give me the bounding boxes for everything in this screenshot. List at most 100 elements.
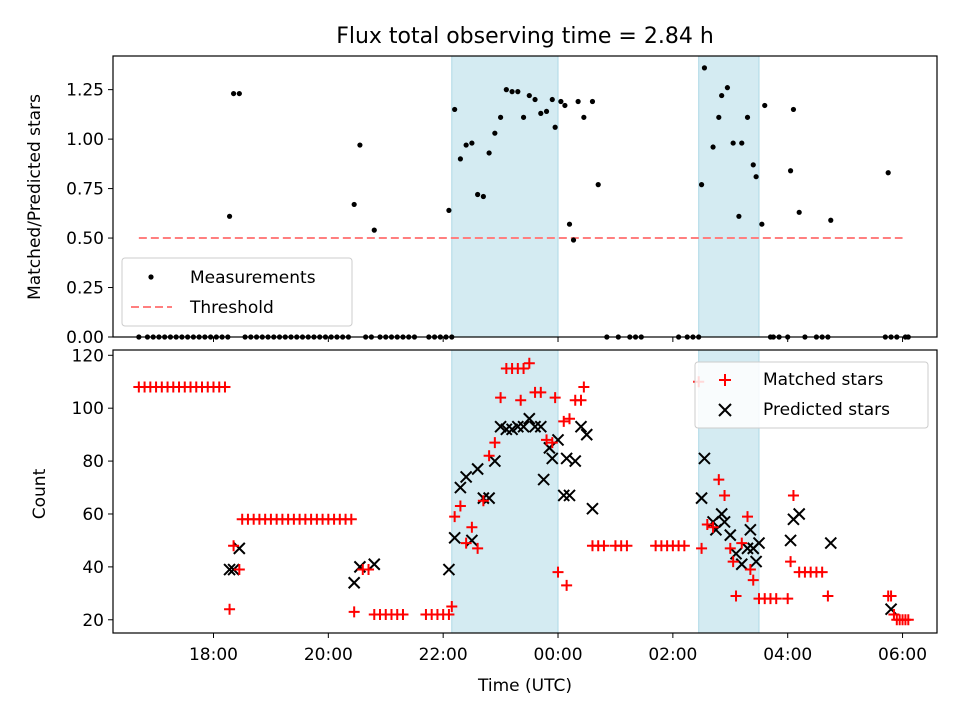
predicted-star-point xyxy=(223,563,236,576)
predicted-star-point xyxy=(454,481,467,494)
matched-star-point xyxy=(483,450,495,462)
count-plot-frame xyxy=(112,349,938,634)
ratio-panel: 0.00 0.25 0.50 0.75 1.00 1.25 Matched/Predict… xyxy=(25,55,938,348)
predicted-stars-points xyxy=(223,412,898,616)
measurement-point xyxy=(492,130,498,136)
ratio-legend-box xyxy=(121,257,353,327)
measurement-point xyxy=(750,162,756,168)
measurement-point xyxy=(475,191,481,198)
measurement-point xyxy=(532,96,538,103)
x-tick-label: 18:00 xyxy=(189,645,238,665)
predicted-star-point xyxy=(580,428,593,441)
observing-window-bands xyxy=(451,55,760,338)
matched-star-point xyxy=(578,381,590,393)
measurement-point xyxy=(730,140,736,146)
predicted-star-point xyxy=(517,420,530,433)
matched-star-point xyxy=(621,540,633,552)
count-x-axis-label: Time (UTC) xyxy=(477,676,572,696)
matched-star-point xyxy=(678,540,690,552)
matched-star-point xyxy=(446,601,458,613)
measurement-point xyxy=(701,65,708,71)
y-tick-label: 60 xyxy=(82,505,104,525)
measurement-point xyxy=(698,182,705,188)
x-tick-label: 00:00 xyxy=(534,645,583,665)
count-panel: 20 40 60 80 100 120 18:00 20:00 22:00 00:00 02:00… xyxy=(30,346,938,696)
measurement-point xyxy=(552,124,558,130)
predicted-star-point xyxy=(695,491,708,505)
predicted-star-point xyxy=(459,470,473,484)
predicted-star-point xyxy=(488,454,502,468)
y-tick-label: 80 xyxy=(82,452,104,472)
predicted-star-point xyxy=(442,563,456,576)
predicted-star-point xyxy=(735,558,748,571)
predicted-star-point xyxy=(511,420,525,433)
measurement-point xyxy=(790,106,797,113)
matched-star-point xyxy=(696,542,708,554)
ratio-legend: Measurements Threshold xyxy=(121,257,353,327)
matched-stars-points xyxy=(133,357,914,626)
measurement-point xyxy=(230,90,237,97)
predicted-star-point xyxy=(792,507,806,521)
x-tick-label: 20:00 xyxy=(304,645,353,665)
y-tick-label: 0.25 xyxy=(66,279,104,299)
matched-star-point xyxy=(443,608,455,620)
matched-star-point xyxy=(736,537,748,549)
matched-star-point xyxy=(546,437,558,449)
figure-title: Flux total observing time = 2.84 h xyxy=(336,24,714,49)
matched-star-point xyxy=(561,579,573,591)
x-tick-label: 02:00 xyxy=(648,645,697,665)
matched-star-point xyxy=(742,511,754,523)
x-tick-label: 04:00 xyxy=(763,645,812,665)
predicted-star-point xyxy=(749,555,763,568)
measurement-point xyxy=(549,96,555,103)
measurement-point xyxy=(570,237,577,243)
predicted-star-point xyxy=(500,423,513,436)
predicted-star-point xyxy=(347,576,361,589)
measurement-point xyxy=(753,174,759,180)
matched-star-point xyxy=(564,413,576,425)
y-tick-label: 100 xyxy=(72,399,104,419)
matched-star-point xyxy=(472,542,484,554)
predicted-star-point xyxy=(534,420,547,433)
ratio-plot-frame xyxy=(112,55,938,338)
matched-star-point xyxy=(558,415,570,427)
measurement-point xyxy=(558,98,564,105)
measurement-point xyxy=(736,213,742,219)
measurement-point xyxy=(724,85,731,91)
matched-star-point xyxy=(460,537,472,549)
predicted-star-point xyxy=(724,528,737,542)
measurement-point xyxy=(515,89,521,95)
predicted-star-point xyxy=(546,452,559,465)
count-x-axis-ticks: 18:00 20:00 22:00 00:00 02:00 04:00 06:00 xyxy=(189,633,927,665)
measurement-point xyxy=(744,114,751,120)
matched-star-point xyxy=(523,357,535,369)
y-tick-label: 0.50 xyxy=(66,229,104,249)
measurements-legend-label: Measurements xyxy=(190,268,316,288)
measurement-point xyxy=(520,114,527,120)
measurement-point xyxy=(503,87,509,93)
predicted-star-point xyxy=(824,536,837,550)
measurement-point xyxy=(452,106,458,113)
threshold-legend-label: Threshold xyxy=(189,298,274,318)
matched-legend-marker xyxy=(719,374,731,386)
matched-star-point xyxy=(345,513,357,525)
ratio-x-axis-ticks xyxy=(212,337,904,342)
y-tick-label: 0.75 xyxy=(66,180,104,200)
matched-star-point xyxy=(724,542,736,554)
matched-star-point xyxy=(219,381,231,393)
y-tick-label: 0.00 xyxy=(66,328,104,348)
observing-window-band xyxy=(451,55,559,338)
y-tick-label: 120 xyxy=(72,346,104,366)
measurement-point xyxy=(739,140,745,146)
measurement-point xyxy=(226,213,233,219)
matched-star-point xyxy=(489,437,501,449)
predicted-star-point xyxy=(523,412,536,425)
matched-star-point xyxy=(744,564,756,576)
measurement-point xyxy=(589,98,596,105)
measurement-point xyxy=(469,140,475,146)
count-y-axis-label: Count xyxy=(30,468,50,519)
matched-star-point xyxy=(816,566,828,578)
matched-star-point xyxy=(701,519,713,531)
measurement-point xyxy=(509,89,515,95)
predicted-star-point xyxy=(569,454,582,468)
